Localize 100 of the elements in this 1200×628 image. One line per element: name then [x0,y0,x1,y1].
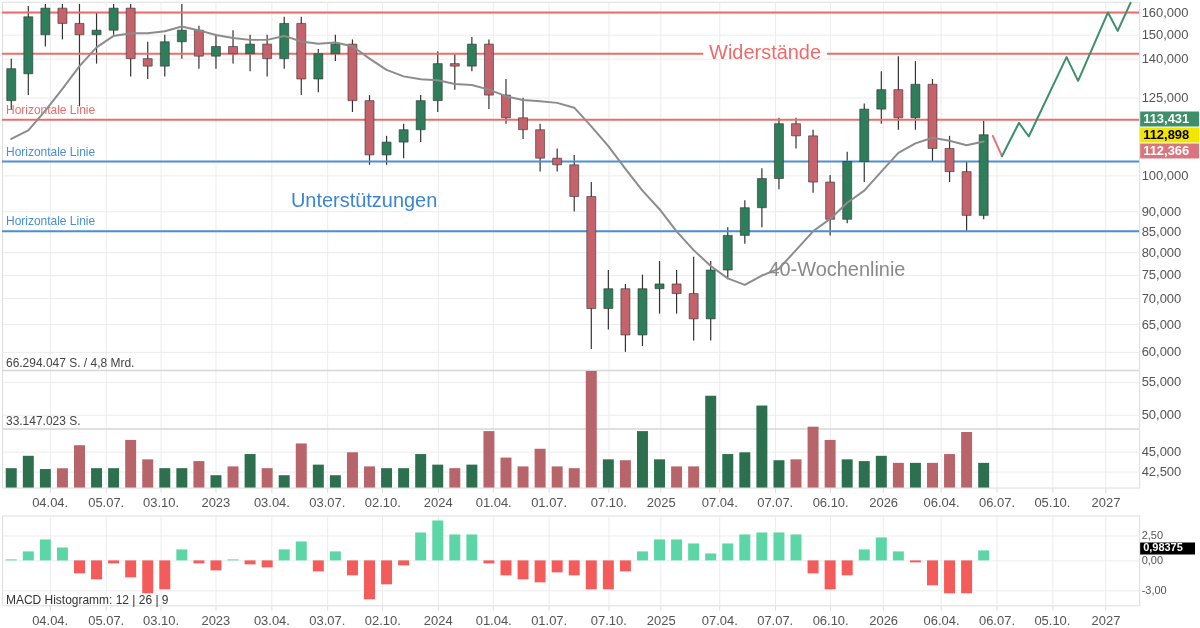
bar [688,543,700,561]
bar [756,532,768,561]
candlestick [57,3,68,41]
bar [449,534,461,561]
candlestick [398,123,409,159]
bar [517,560,529,580]
bar [56,547,68,561]
bar [364,560,375,600]
bar [722,543,734,561]
bar [568,560,580,576]
candlestick [501,78,511,125]
x-tick-label: 07.07. [757,495,794,511]
x-tick-label: 01.04. [475,612,512,628]
bar [22,551,34,561]
bar [551,560,563,573]
bar [602,560,614,590]
ref-line-label: Horizontale Linie [5,214,96,229]
x-tick-label: 06.07. [978,495,1015,511]
bar [125,560,137,578]
x-tick-label: 03.04. [253,495,290,511]
x-tick-label: 06.07. [978,612,1015,628]
candlestick [142,41,153,80]
bar [432,520,444,561]
bar [295,541,307,561]
candlestick [381,135,392,166]
x-tick-label: 04.04. [32,612,69,628]
annotation: Widerstände [709,40,822,63]
x-tick-label: 2025 [646,612,676,628]
y-tick-label: 60,000 [1141,344,1182,360]
x-tick-label: 07.10. [590,612,627,628]
y-tick-label: 45,000 [1141,443,1182,459]
x-tick-label: 2024 [423,612,453,628]
x-tick-label: 05.07. [88,612,125,628]
y-tick-label: 75,000 [1141,267,1182,283]
candlestick [108,3,119,36]
candlestick [552,147,562,173]
y-tick-label: 100,000 [1141,167,1189,183]
bar [585,560,597,590]
bar [944,560,956,594]
candlestick [654,260,665,315]
bar [261,560,273,568]
bar [978,550,990,561]
candlestick [791,117,801,150]
bar [312,560,324,572]
bar [705,553,717,561]
x-tick-label: 07.04. [701,612,738,628]
candlestick [228,29,238,65]
bar [790,534,802,561]
bar [500,560,512,576]
candlestick [944,135,955,183]
candlestick [671,269,682,315]
bar [193,560,205,564]
x-tick-label: 01.07. [531,495,568,511]
x-tick-label: 2027 [1091,612,1121,628]
bar [858,549,870,561]
candlestick [518,97,528,140]
annotation: MACD Histogramm: 12 | 26 | 9 [5,593,169,608]
x-tick-label: 2023 [201,495,231,511]
y-tick-label: 42,500 [1141,463,1182,479]
x-tick-label: 2026 [869,612,899,628]
y-tick-label: 150,000 [1141,27,1189,43]
candlestick [177,3,187,60]
x-tick-label: 2023 [201,612,231,628]
y-tick-label: 80,000 [1141,244,1182,260]
y-tick-label: 85,000 [1141,223,1182,239]
x-tick-label: 2024 [423,495,453,511]
y-tick-label: 140,000 [1141,51,1189,67]
bar [381,560,393,585]
x-tick-label: 05.07. [88,495,125,511]
x-tick-label: 06.04. [923,612,960,628]
x-tick-label: 01.04. [475,495,512,511]
candlestick [262,34,272,77]
text: 0,98375 [1143,541,1183,554]
x-tick-label: 02.10. [364,495,401,511]
y-tick-label: 90,000 [1141,204,1182,220]
x-tick-label: 02.10. [364,612,401,628]
bar [244,560,256,565]
y-tick-label: 0,00 [1141,553,1164,566]
candlestick [91,11,102,65]
bar [176,549,188,561]
x-tick-label: 06.04. [923,495,960,511]
x-tick-label: 04.04. [32,495,69,511]
bar [534,560,546,583]
annotation: 40-Wochenlinie [768,258,906,281]
ref-line-label: 33.147.023 S. [5,414,81,429]
x-tick-label: 03.10. [143,612,180,628]
x-tick-label: 03.07. [309,495,346,511]
text: 113,431 [1143,111,1190,127]
bar [159,560,171,590]
x-tick-label: 01.07. [531,612,568,628]
bar [927,560,938,586]
candlestick [450,53,460,91]
x-tick-label: 06.10. [812,495,849,511]
ref-line-label: Horizontale Linie [5,144,96,159]
y-tick-label: 2,50 [1141,528,1164,541]
y-tick-label: 160,000 [1141,4,1189,20]
x-tick-label: 06.10. [812,612,849,628]
bar [636,551,648,561]
y-tick-label: 125,000 [1141,90,1189,106]
bar [739,534,751,561]
